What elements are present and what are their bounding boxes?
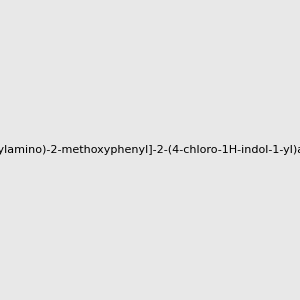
Text: N-[5-(acetylamino)-2-methoxyphenyl]-2-(4-chloro-1H-indol-1-yl)acetamide: N-[5-(acetylamino)-2-methoxyphenyl]-2-(4… (0, 145, 300, 155)
